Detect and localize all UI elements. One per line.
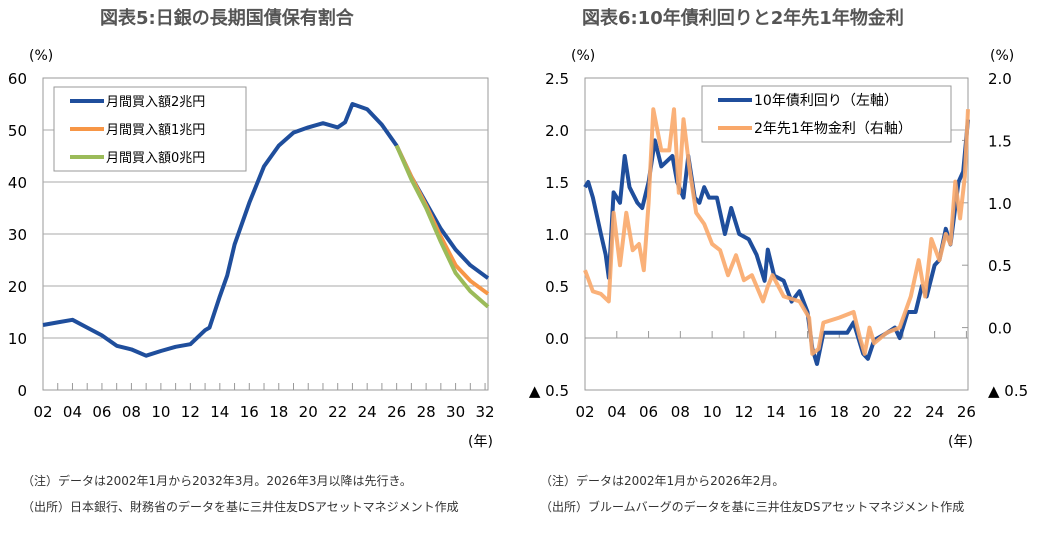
y2-tick-label: 0.0 bbox=[988, 320, 1012, 338]
x-tick-label: 24 bbox=[925, 403, 944, 421]
x-tick-label: 16 bbox=[798, 403, 817, 421]
x-tick-label: 16 bbox=[240, 403, 259, 421]
legend-label: 月間買入額0兆円 bbox=[106, 151, 205, 166]
x-tick-label: 22 bbox=[328, 403, 347, 421]
x-tick-label: 14 bbox=[766, 403, 785, 421]
y-tick-label: 30 bbox=[8, 226, 27, 244]
y-tick-label: 1.0 bbox=[545, 226, 569, 244]
y-tick-label: 0.5 bbox=[545, 278, 569, 296]
y-axis-unit: (%) bbox=[571, 48, 595, 64]
x-tick-label: 22 bbox=[893, 403, 912, 421]
y-tick-label: 0 bbox=[17, 382, 27, 400]
chart5-note: （注）データは2002年1月から2032年3月。2026年3月以降は先行き。 bbox=[22, 474, 412, 488]
y-tick-label: 1.5 bbox=[545, 174, 569, 192]
y2-tick-label: 1.5 bbox=[988, 132, 1012, 150]
x-tick-label: 06 bbox=[639, 403, 658, 421]
y-tick-label: 60 bbox=[8, 70, 27, 88]
y-tick-label: 0.0 bbox=[545, 330, 569, 348]
x-tick-label: 04 bbox=[63, 403, 82, 421]
x-tick-label: 32 bbox=[476, 403, 495, 421]
series-line-2 bbox=[394, 144, 490, 309]
x-tick-label: 24 bbox=[358, 403, 377, 421]
legend-label: 10年債利回り（左軸） bbox=[754, 93, 898, 109]
x-axis-unit: (年) bbox=[948, 434, 973, 450]
x-tick-label: 30 bbox=[446, 403, 465, 421]
chart5-title: 図表5:日銀の長期国債保有割合 bbox=[100, 8, 354, 29]
x-tick-label: 10 bbox=[703, 403, 722, 421]
x-tick-label: 28 bbox=[417, 403, 436, 421]
x-tick-label: 18 bbox=[830, 403, 849, 421]
y-tick-label: ▲ 0.5 bbox=[529, 382, 569, 400]
y-tick-label: 50 bbox=[8, 122, 27, 140]
chart6-source: （出所）ブルームバーグのデータを基に三井住友DSアセットマネジメント作成 bbox=[540, 500, 965, 514]
x-tick-label: 12 bbox=[181, 403, 200, 421]
x-tick-label: 26 bbox=[957, 403, 976, 421]
y2-tick-label: 1.0 bbox=[988, 195, 1012, 213]
x-tick-label: 08 bbox=[122, 403, 141, 421]
x-tick-label: 14 bbox=[210, 403, 229, 421]
chart6-note: （注）データは2002年1月から2026年2月。 bbox=[540, 474, 785, 488]
y2-tick-label: 0.5 bbox=[988, 257, 1012, 275]
chart6-title: 図表6:10年債利回りと2年先1年物金利 bbox=[582, 8, 904, 29]
x-tick-label: 20 bbox=[299, 403, 318, 421]
x-tick-label: 04 bbox=[607, 403, 626, 421]
x-tick-label: 10 bbox=[151, 403, 170, 421]
legend-label: 月間買入額2兆円 bbox=[106, 95, 205, 110]
series-line-0 bbox=[583, 119, 970, 366]
x-tick-label: 08 bbox=[671, 403, 690, 421]
y-tick-label: 2.5 bbox=[545, 70, 569, 88]
legend-label: 月間買入額1兆円 bbox=[106, 123, 205, 138]
y-tick-label: 2.0 bbox=[545, 122, 569, 140]
x-tick-label: 20 bbox=[862, 403, 881, 421]
x-tick-label: 26 bbox=[387, 403, 406, 421]
y-tick-label: 20 bbox=[8, 278, 27, 296]
x-tick-label: 02 bbox=[575, 403, 594, 421]
x-axis-unit: (年) bbox=[468, 434, 493, 450]
x-tick-label: 06 bbox=[92, 403, 111, 421]
legend-box bbox=[701, 85, 952, 143]
x-tick-label: 12 bbox=[734, 403, 753, 421]
y2-axis-unit: (%) bbox=[990, 48, 1014, 64]
y2-tick-label: ▲ 0.5 bbox=[988, 382, 1028, 400]
x-tick-label: 02 bbox=[33, 403, 52, 421]
chart5-source: （出所）日本銀行、財務省のデータを基に三井住友DSアセットマネジメント作成 bbox=[22, 500, 459, 514]
y-tick-label: 10 bbox=[8, 330, 27, 348]
legend-label: 2年先1年物金利（右軸） bbox=[754, 121, 912, 137]
y2-tick-label: 2.0 bbox=[988, 70, 1012, 88]
y-axis-unit: (%) bbox=[29, 48, 53, 64]
series-line-1 bbox=[583, 107, 970, 356]
y-tick-label: 40 bbox=[8, 174, 27, 192]
x-tick-label: 18 bbox=[269, 403, 288, 421]
